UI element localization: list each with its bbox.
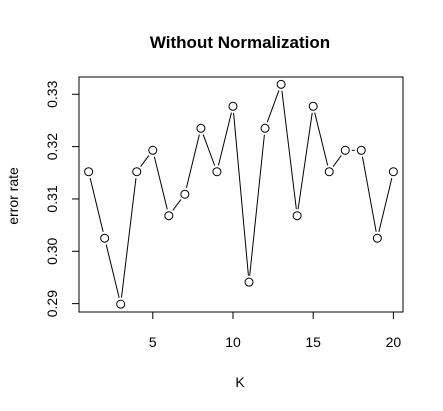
data-point: [228, 101, 238, 111]
y-axis: 0.29 0.30 0.31 0.32 0.33: [44, 80, 80, 317]
data-point: [276, 79, 286, 89]
data-point: [324, 167, 334, 177]
series-line-segment: [281, 90, 297, 210]
series-line-segment: [314, 112, 329, 166]
series-line-segment: [172, 199, 182, 211]
series-line-segment: [233, 112, 249, 276]
x-axis: 5 10 15 20: [149, 311, 402, 350]
x-tick-label: 10: [225, 334, 241, 350]
data-point: [132, 167, 142, 177]
y-tick-label: 0.33: [44, 80, 60, 107]
data-point: [340, 145, 350, 155]
series-line-segment: [153, 156, 168, 210]
data-point: [100, 233, 110, 243]
series-line-segment: [361, 156, 377, 232]
y-tick-label: 0.31: [44, 185, 60, 212]
series-line-segment: [218, 112, 232, 166]
series-line-segment: [297, 112, 313, 210]
chart-title: Without Normalization: [150, 33, 330, 52]
series-line-segment: [140, 155, 150, 167]
data-point: [388, 167, 398, 177]
series-line-segment: [332, 155, 342, 167]
x-tick-label: 5: [149, 334, 157, 350]
series-line-segment: [89, 177, 104, 233]
data-point: [212, 167, 222, 177]
x-tick-label: 20: [386, 334, 402, 350]
data-point: [292, 211, 302, 221]
data-point: [372, 233, 382, 243]
data-point: [84, 167, 94, 177]
data-point: [308, 101, 318, 111]
series-line-segment: [120, 178, 137, 298]
data-point: [148, 145, 158, 155]
data-point: [164, 211, 174, 221]
x-axis-label: K: [235, 374, 245, 390]
data-point: [244, 277, 254, 287]
y-tick-label: 0.29: [44, 290, 60, 317]
data-point: [260, 123, 270, 133]
series-line-segment: [266, 90, 280, 123]
y-tick-label: 0.30: [44, 237, 60, 264]
x-tick-label: 15: [305, 334, 321, 350]
series-line-segment: [185, 134, 200, 189]
data-point: [356, 145, 366, 155]
data-point: [180, 189, 190, 199]
y-tick-label: 0.32: [44, 133, 60, 160]
series-group: [84, 79, 398, 309]
data-point: [196, 123, 206, 133]
series-line-segment: [105, 244, 120, 298]
series-line-segment: [249, 134, 265, 276]
y-axis-label: error rate: [5, 167, 21, 225]
series-line-segment: [202, 134, 216, 166]
data-point: [116, 299, 126, 309]
series-line-segment: [378, 177, 393, 233]
